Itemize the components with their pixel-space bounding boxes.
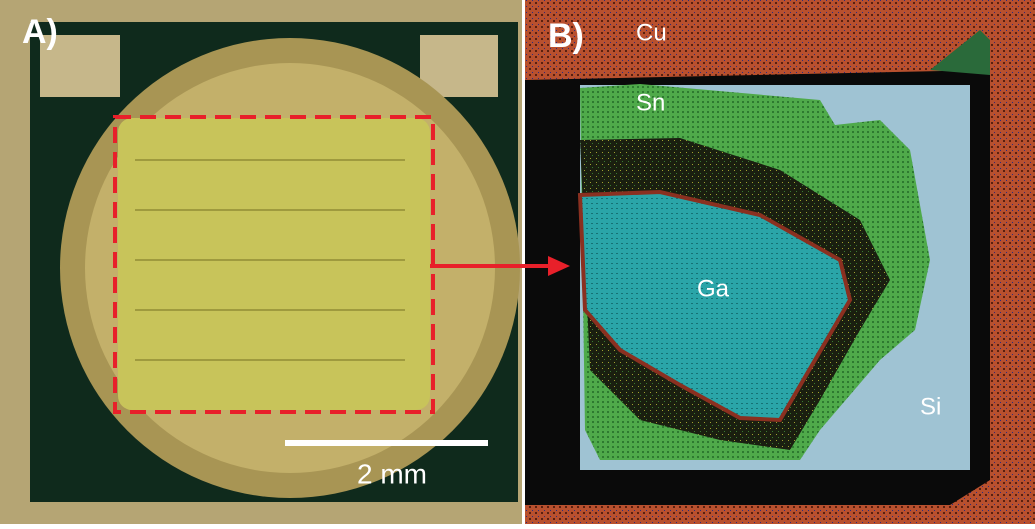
panel-label: A) <box>22 13 58 51</box>
region-label: Sn <box>636 89 665 116</box>
figure: 2 mm A) Cu Sn Ga Si B) <box>0 0 1035 524</box>
panel-b: Cu Sn Ga Si B) <box>525 0 1035 524</box>
region-label: Cu <box>636 19 667 46</box>
panel-a: 2 mm A) <box>0 0 522 524</box>
panel-label: B) <box>548 17 584 55</box>
scale-bar-label: 2 mm <box>357 458 427 489</box>
region-label: Si <box>920 393 941 420</box>
region-label: Ga <box>697 275 730 302</box>
chip <box>118 118 430 410</box>
